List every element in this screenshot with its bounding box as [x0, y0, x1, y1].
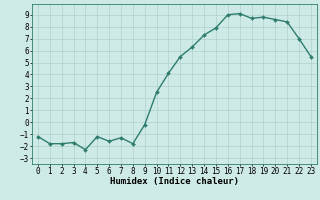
X-axis label: Humidex (Indice chaleur): Humidex (Indice chaleur) [110, 177, 239, 186]
